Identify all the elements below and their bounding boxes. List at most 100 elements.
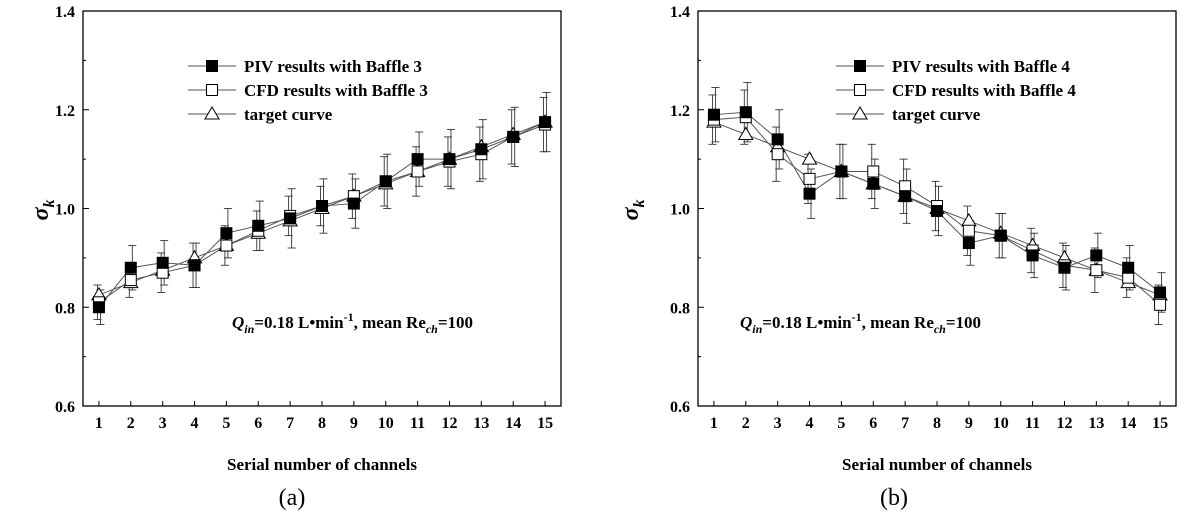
series-markers <box>91 114 553 314</box>
data-point <box>739 106 752 119</box>
x-tick-label: 10 <box>993 415 1009 432</box>
data-point <box>803 187 816 200</box>
flow-annotation: Qin=0.18 L•min-1, mean Rech=100 <box>740 310 981 336</box>
y-tick-label: 0.8 <box>55 300 75 317</box>
y-tick-label: 1.4 <box>55 4 75 21</box>
data-point <box>1154 286 1167 299</box>
data-point <box>1090 249 1103 262</box>
data-point <box>1122 261 1135 274</box>
data-point <box>443 153 456 166</box>
legend: PIV results with Baffle 3 CFD results wit… <box>188 57 428 124</box>
x-axis-label: Serial number of channels <box>842 455 1032 474</box>
axes-frame <box>82 10 562 407</box>
legend-label: PIV results with Baffle 4 <box>892 57 1070 76</box>
x-tick-label: 9 <box>350 415 358 432</box>
x-tick-label: 14 <box>1120 415 1136 432</box>
data-point <box>539 116 552 129</box>
data-point <box>220 227 233 240</box>
y-tick-label: 0.6 <box>55 399 75 416</box>
x-tick-label: 10 <box>378 415 394 432</box>
x-tick-label: 8 <box>318 415 326 432</box>
data-point <box>1058 261 1071 274</box>
x-axis-label: Serial number of channels <box>227 455 417 474</box>
data-point <box>188 259 201 272</box>
x-tick-label: 2 <box>127 415 135 432</box>
y-tick-labels: 0.6 0.8 1.0 1.2 1.4 <box>670 4 690 416</box>
x-tick-label: 8 <box>933 415 941 432</box>
data-point <box>507 130 520 143</box>
y-axis-label: σk <box>618 200 648 221</box>
data-point <box>156 266 169 279</box>
x-tick-label: 14 <box>505 415 521 432</box>
data-point <box>124 274 137 287</box>
data-point <box>252 219 265 232</box>
data-point <box>962 224 975 237</box>
y-tick-label: 1.4 <box>670 4 690 21</box>
data-point <box>156 256 169 269</box>
y-tick-label: 0.6 <box>670 399 690 416</box>
data-point <box>1154 298 1167 311</box>
x-tick-label: 15 <box>1152 415 1168 432</box>
legend-label: target curve <box>244 105 333 124</box>
legend-label: PIV results with Baffle 3 <box>244 57 422 76</box>
data-point <box>931 204 943 217</box>
x-tick-label: 4 <box>806 415 814 432</box>
data-point <box>379 175 392 188</box>
y-axis-label: σk <box>28 200 58 221</box>
x-tick-labels: 1 2 3 4 5 6 7 8 9 10 11 12 13 14 15 <box>710 415 1168 432</box>
x-tick-label: 6 <box>869 415 877 432</box>
panel-label: (a) <box>279 485 306 511</box>
legend-marker <box>206 60 218 72</box>
y-tick-label: 1.0 <box>670 202 690 219</box>
data-point <box>737 126 754 140</box>
x-tick-label: 5 <box>222 415 230 432</box>
data-point <box>801 151 818 165</box>
legend-label: target curve <box>892 105 981 124</box>
x-tick-label: 3 <box>159 415 167 432</box>
legend-label: CFD results with Baffle 3 <box>244 81 428 100</box>
data-point <box>347 197 360 210</box>
x-tick-label: 1 <box>95 415 103 432</box>
data-point <box>867 177 880 190</box>
x-tick-label: 12 <box>1056 415 1072 432</box>
data-point <box>411 153 424 166</box>
data-point <box>899 190 912 203</box>
y-tick-label: 1.0 <box>55 202 75 219</box>
x-tick-label: 13 <box>473 415 489 432</box>
y-tick-label: 0.8 <box>670 300 690 317</box>
data-point <box>92 301 105 314</box>
data-point <box>803 172 816 185</box>
data-point <box>316 200 328 213</box>
x-tick-label: 3 <box>774 415 782 432</box>
data-point <box>960 212 977 227</box>
legend-marker <box>852 106 868 120</box>
x-tick-label: 11 <box>1025 415 1040 432</box>
chart-panel-b: 1 2 3 4 5 6 7 8 9 10 11 12 13 14 15 0.60.81.01.21.4 PI… <box>618 4 1177 511</box>
legend-marker <box>204 106 220 120</box>
x-tick-label: 9 <box>965 415 973 432</box>
x-tick-label: 12 <box>441 415 457 432</box>
x-tick-label: 4 <box>191 415 199 432</box>
data-point <box>1026 249 1039 262</box>
x-tick-label: 1 <box>710 415 718 432</box>
x-tick-label: 6 <box>254 415 262 432</box>
y-tick-label: 1.2 <box>55 103 75 120</box>
x-tick-label: 5 <box>837 415 845 432</box>
data-point <box>707 108 720 121</box>
legend-label: CFD results with Baffle 4 <box>892 81 1076 100</box>
data-point <box>899 180 912 193</box>
x-tick-label: 13 <box>1088 415 1104 432</box>
data-point <box>962 237 975 250</box>
legend-marker <box>206 84 218 96</box>
series-markers <box>706 106 1168 311</box>
x-tick-label: 7 <box>286 415 294 432</box>
x-tick-label: 2 <box>742 415 750 432</box>
data-point <box>475 143 488 156</box>
data-point <box>771 148 784 161</box>
x-tick-labels: 1 2 3 4 5 6 7 8 9 10 11 12 13 14 15 <box>95 415 553 432</box>
data-point <box>994 229 1007 242</box>
legend-marker <box>854 84 866 96</box>
data-point <box>124 261 137 274</box>
y-tick-labels: 0.6 0.8 1.0 1.2 1.4 <box>55 4 75 416</box>
x-tick-label: 7 <box>901 415 909 432</box>
